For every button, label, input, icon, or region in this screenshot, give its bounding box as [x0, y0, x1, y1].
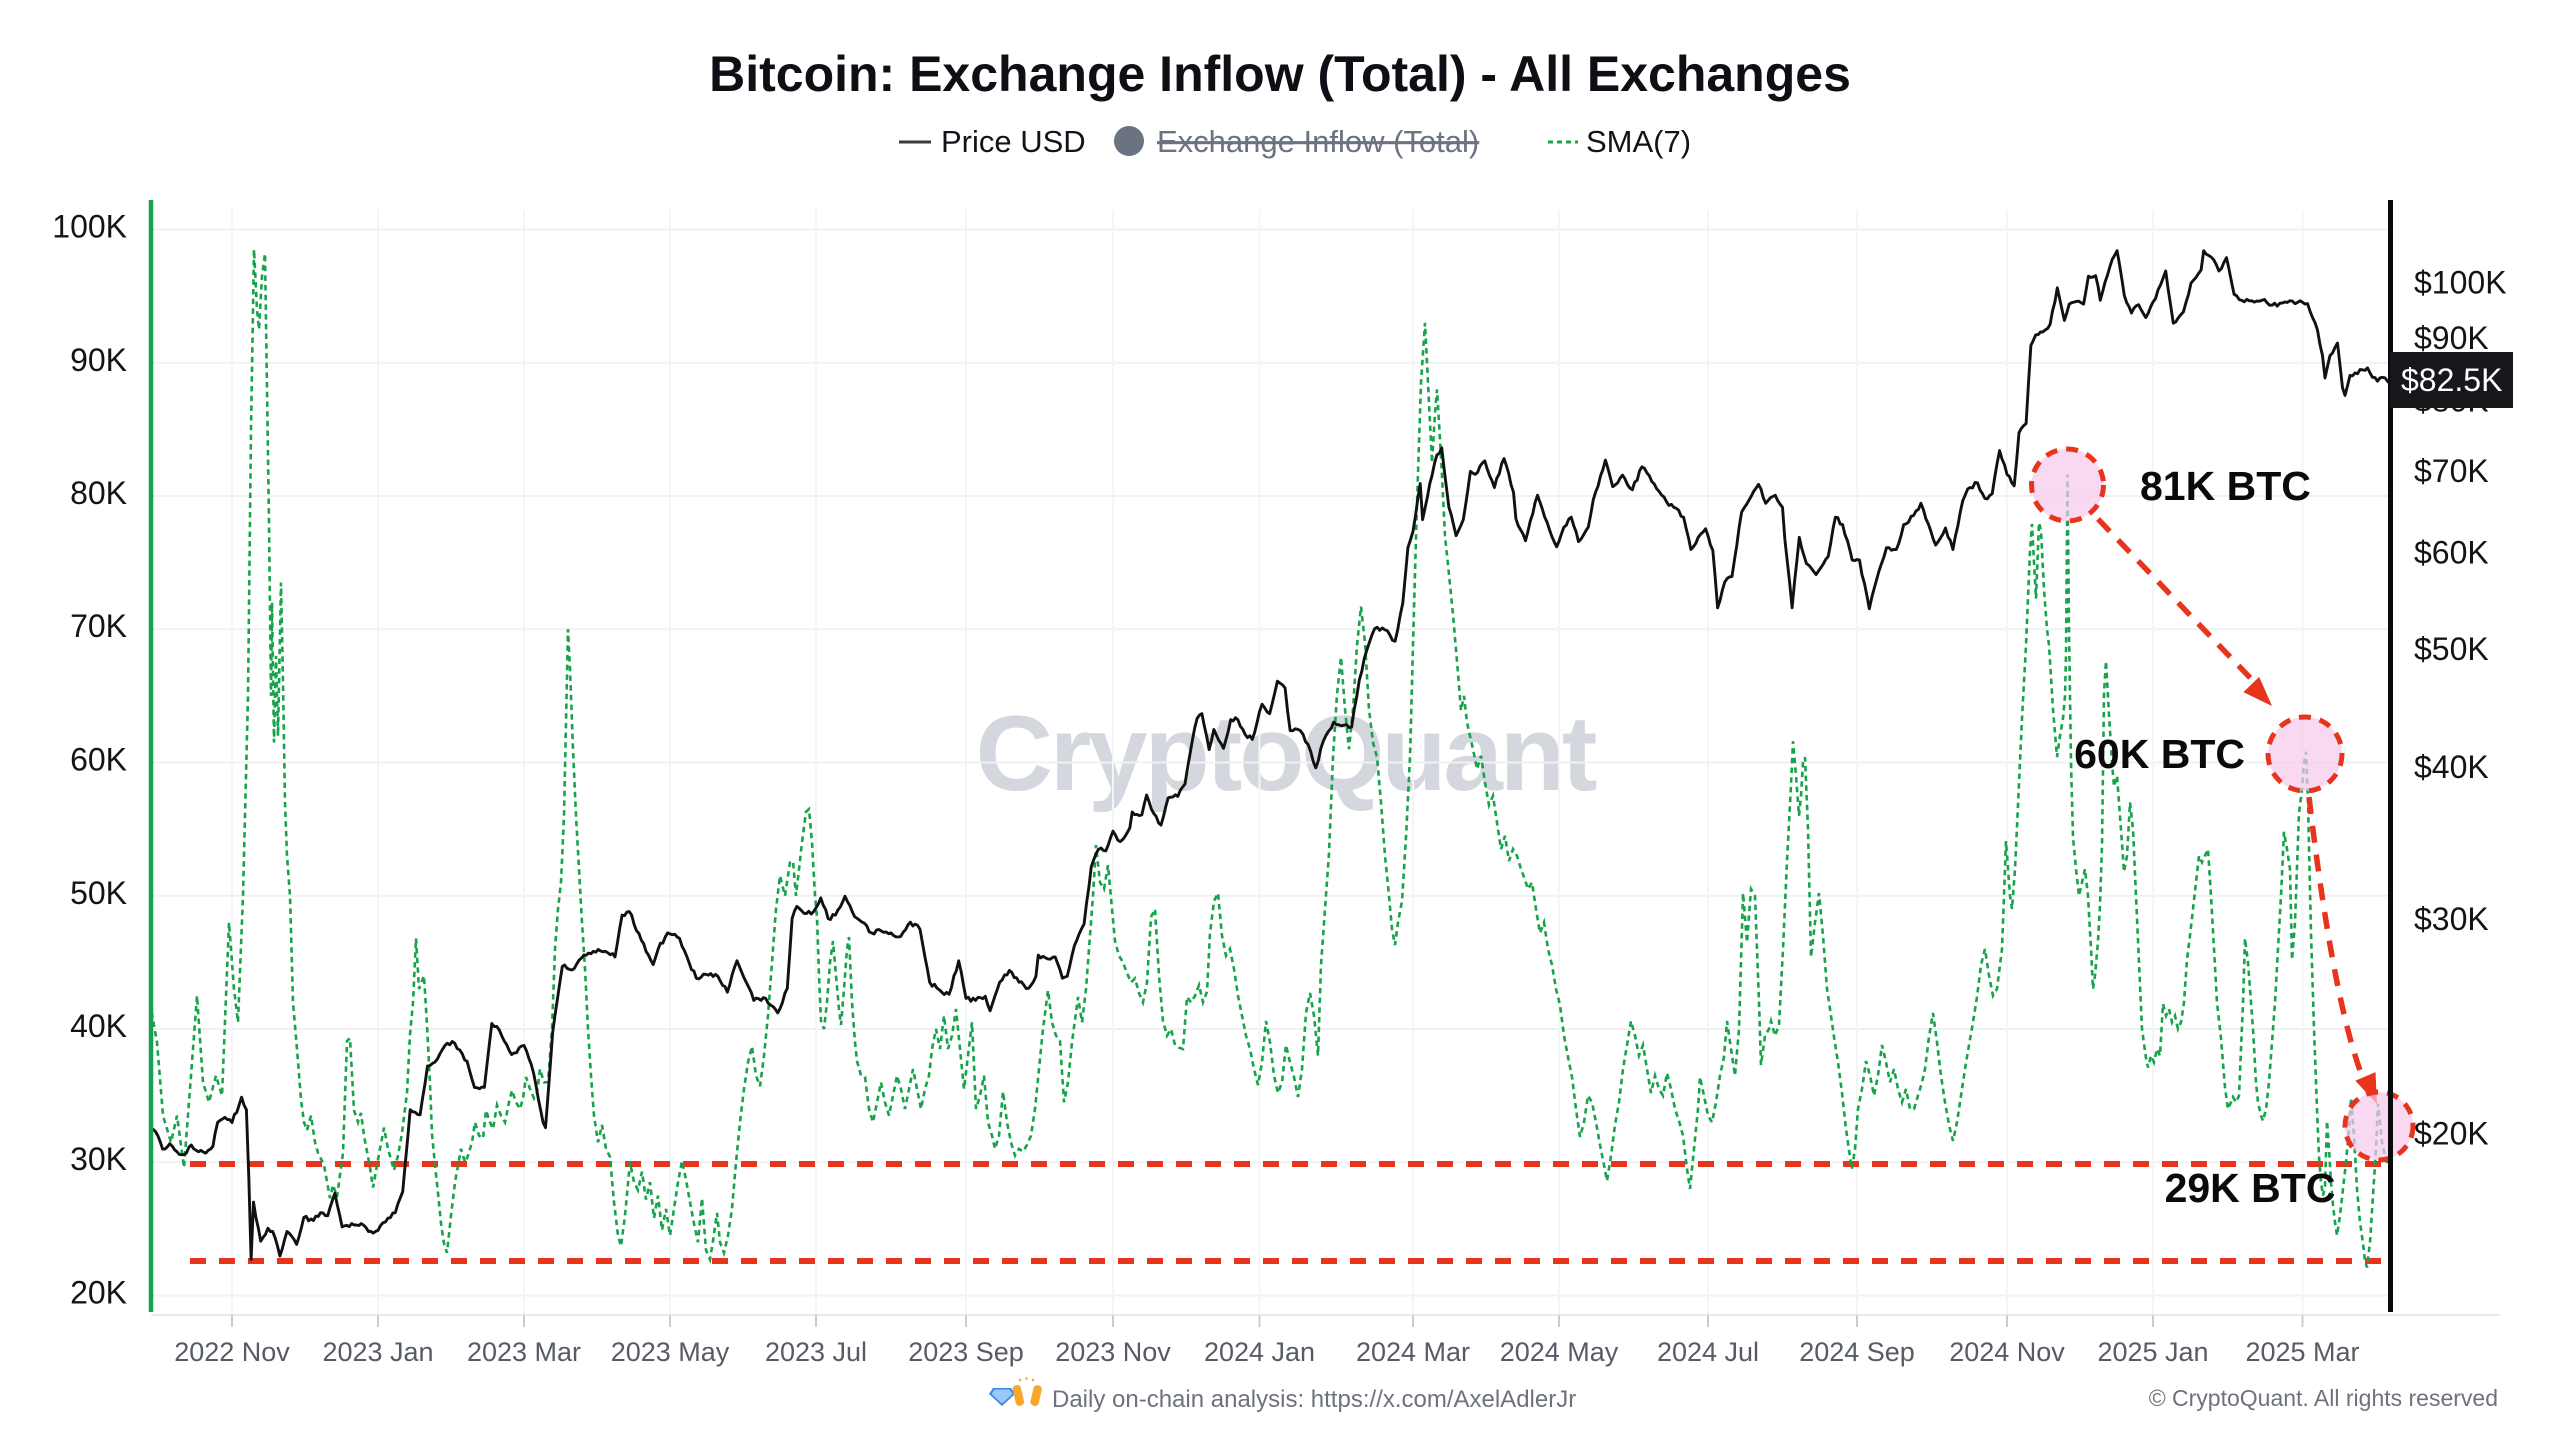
svg-text:2024 Nov: 2024 Nov: [1949, 1337, 2065, 1367]
svg-text:29K BTC: 29K BTC: [2165, 1165, 2336, 1211]
svg-text:2023 Nov: 2023 Nov: [1055, 1337, 1171, 1367]
svg-text:$90K: $90K: [2414, 320, 2489, 356]
svg-text:2025 Mar: 2025 Mar: [2245, 1337, 2359, 1367]
svg-text:2023 Sep: 2023 Sep: [908, 1337, 1024, 1367]
svg-text:2024 Jul: 2024 Jul: [1657, 1337, 1759, 1367]
svg-text:2024 Sep: 2024 Sep: [1799, 1337, 1915, 1367]
svg-text:Daily on-chain analysis: https: Daily on-chain analysis: https://x.com/A…: [1052, 1386, 1576, 1413]
svg-text:$20K: $20K: [2414, 1116, 2489, 1152]
svg-text:2025 Jan: 2025 Jan: [2097, 1337, 2208, 1367]
svg-text:SMA(7): SMA(7): [1586, 124, 1691, 159]
svg-text:$70K: $70K: [2414, 453, 2489, 489]
svg-text:2024 May: 2024 May: [1500, 1337, 1619, 1367]
svg-text:$40K: $40K: [2414, 749, 2489, 785]
svg-text:Bitcoin: Exchange Inflow (Tota: Bitcoin: Exchange Inflow (Total) - All E…: [709, 46, 1851, 102]
svg-text:60K: 60K: [70, 742, 127, 778]
svg-text:81K BTC: 81K BTC: [2140, 463, 2311, 509]
svg-text:$60K: $60K: [2414, 535, 2489, 571]
svg-text:40K: 40K: [70, 1008, 127, 1044]
svg-text:60K BTC: 60K BTC: [2074, 731, 2245, 777]
svg-text:Exchange Inflow (Total): Exchange Inflow (Total): [1157, 124, 1479, 159]
svg-text:2023 Jul: 2023 Jul: [765, 1337, 867, 1367]
svg-text:Price USD: Price USD: [941, 124, 1086, 159]
svg-text:2023 Mar: 2023 Mar: [467, 1337, 581, 1367]
svg-text:$100K: $100K: [2414, 265, 2507, 301]
svg-text:2023 Jan: 2023 Jan: [322, 1337, 433, 1367]
svg-text:2023 May: 2023 May: [611, 1337, 730, 1367]
svg-text:2024 Mar: 2024 Mar: [1356, 1337, 1470, 1367]
svg-text:$30K: $30K: [2414, 901, 2489, 937]
svg-text:$50K: $50K: [2414, 631, 2489, 667]
svg-text:© CryptoQuant. All rights rese: © CryptoQuant. All rights reserved: [2149, 1385, 2498, 1411]
svg-text:50K: 50K: [70, 875, 127, 911]
svg-text:90K: 90K: [70, 342, 127, 378]
svg-text:70K: 70K: [70, 608, 127, 644]
svg-text:$82.5K: $82.5K: [2401, 362, 2502, 398]
svg-text:80K: 80K: [70, 475, 127, 511]
svg-text:2022 Nov: 2022 Nov: [174, 1337, 290, 1367]
svg-text:2024 Jan: 2024 Jan: [1204, 1337, 1315, 1367]
svg-text:30K: 30K: [70, 1141, 127, 1177]
svg-text:100K: 100K: [52, 209, 127, 245]
svg-text:20K: 20K: [70, 1275, 127, 1311]
